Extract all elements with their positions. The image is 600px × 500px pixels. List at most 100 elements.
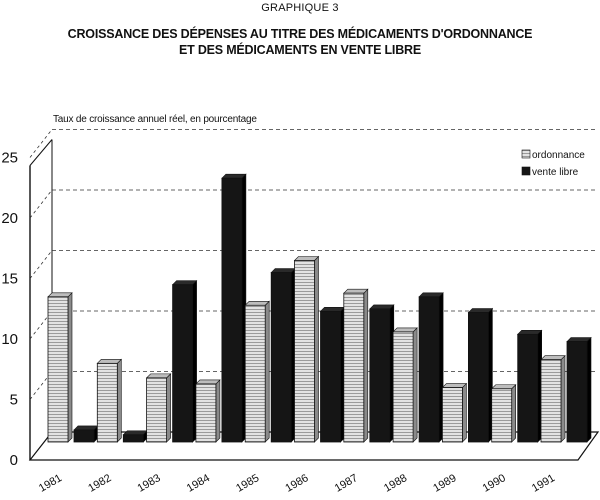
x-tick-label: 1986	[283, 472, 310, 495]
bar-ordonnance-1987	[343, 288, 369, 443]
gridline-side	[29, 189, 53, 219]
bar-ordonnance-1982	[96, 358, 123, 443]
x-tick-label: 1985	[234, 472, 261, 495]
chart-title-line-1: CROISSANCE DES DÉPENSES AU TITRE DES MÉD…	[67, 27, 533, 41]
legend-label-ordonnance: ordonnance	[532, 150, 585, 161]
bar-ordonnance-1986	[293, 255, 320, 443]
bar-front	[441, 387, 463, 443]
bar-top	[516, 330, 543, 335]
bar-vente-libre-1987	[369, 304, 395, 443]
x-axis-ticks: 1981 1982 1983 1984 1985 1986 1987 1988 1989 1990…	[37, 472, 557, 495]
bar-side	[314, 255, 319, 443]
x-tick-label: 1988	[382, 472, 409, 495]
bar-front	[47, 296, 69, 443]
bar-side	[363, 288, 369, 443]
y-tick-label: 0	[10, 452, 18, 469]
bar-vente-libre-1981	[73, 425, 99, 443]
bar-front	[221, 177, 243, 443]
legend-swatch-ordonnance	[521, 149, 531, 159]
chart-title-line-2: ET DES MÉDICAMENTS EN VENTE LIBRE	[178, 43, 422, 57]
bar-front	[270, 272, 292, 443]
bar-front	[244, 304, 266, 443]
bar-vente-libre-1989	[467, 307, 494, 443]
bar-vente-libre-1990	[516, 329, 543, 443]
bar-side	[586, 336, 592, 443]
y-tick-label: 20	[1, 210, 18, 227]
bar-side	[117, 358, 122, 443]
y-axis-ticks: 0 5 10 15 20 25	[1, 150, 18, 470]
bar-top	[566, 337, 592, 342]
bar-top	[293, 256, 320, 261]
bar-front	[392, 331, 414, 443]
bar-vente-libre-1985	[270, 267, 296, 443]
bar-front	[146, 377, 168, 443]
bar-top	[96, 359, 123, 364]
x-tick-label: 1983	[135, 472, 162, 495]
bar-side	[215, 379, 221, 443]
bar-top	[195, 379, 221, 385]
bar-top	[343, 288, 369, 294]
chart-title: CROISSANCE DES DÉPENSES AU TITRE DES MÉD…	[20, 26, 580, 58]
legend-label-vente-libre: vente libre	[532, 167, 579, 178]
bar-front	[491, 388, 513, 443]
y-tick-label: 10	[1, 331, 18, 348]
bar-vente-libre-1982	[122, 430, 149, 443]
legend: ordonnance vente libre	[521, 149, 585, 178]
bar-side	[462, 382, 467, 443]
bar-top	[122, 430, 149, 436]
bar-side	[67, 292, 73, 443]
bar-front	[369, 308, 391, 443]
bar-front	[566, 341, 588, 443]
bar-front	[73, 429, 95, 443]
bar-vente-libre-1984	[221, 173, 247, 443]
bar-ordonnance-1989	[441, 382, 468, 443]
y-tick-label: 25	[1, 150, 18, 167]
bar-front	[320, 310, 341, 443]
y-tick-label: 15	[1, 271, 18, 288]
bar-ordonnance-1988	[392, 327, 418, 443]
bar-side	[511, 384, 517, 443]
x-tick-label: 1984	[185, 472, 212, 495]
bar-ordonnance-1991	[540, 354, 566, 443]
bar-top	[540, 355, 566, 361]
bar-top	[145, 373, 172, 379]
side-wall-top	[29, 139, 53, 166]
bar-front	[467, 312, 489, 443]
bar-front	[418, 296, 440, 443]
bar-top	[244, 300, 270, 306]
bar-side	[166, 373, 171, 443]
bar-front	[122, 434, 144, 443]
x-tick-label: 1981	[37, 472, 64, 495]
bar-top	[418, 292, 444, 298]
bar-top	[490, 384, 517, 390]
bar-front	[540, 359, 562, 443]
bar-top	[467, 308, 494, 313]
graph-label: GRAPHIQUE 3	[261, 2, 339, 14]
legend-swatch-vente-libre	[521, 166, 531, 176]
bar-top	[369, 304, 395, 310]
x-tick-label: 1991	[530, 472, 557, 495]
bar-vente-libre-1986	[319, 306, 346, 443]
x-tick-label: 1989	[431, 472, 458, 495]
bar-ordonnance-1981	[47, 292, 73, 443]
bar-vente-libre-1991	[566, 336, 592, 443]
gridline-side	[29, 250, 53, 279]
bar-top	[319, 307, 346, 312]
bar-side	[560, 354, 566, 443]
bar-ordonnance-1984	[195, 379, 221, 443]
bar-top	[441, 383, 468, 388]
bar-vente-libre-1983	[171, 279, 198, 443]
bar-top	[392, 327, 418, 333]
bar-ordonnance-1990	[490, 384, 517, 443]
bar-front	[294, 260, 315, 443]
bar-top	[47, 292, 73, 298]
bar-top	[73, 425, 99, 431]
bar-front	[172, 284, 194, 443]
x-tick-label: 1987	[333, 472, 360, 495]
bar-side	[264, 300, 270, 443]
bar-front	[343, 292, 365, 443]
y-tick-label: 5	[10, 392, 18, 409]
bar-top	[270, 268, 296, 273]
bar-ordonnance-1983	[145, 373, 172, 443]
